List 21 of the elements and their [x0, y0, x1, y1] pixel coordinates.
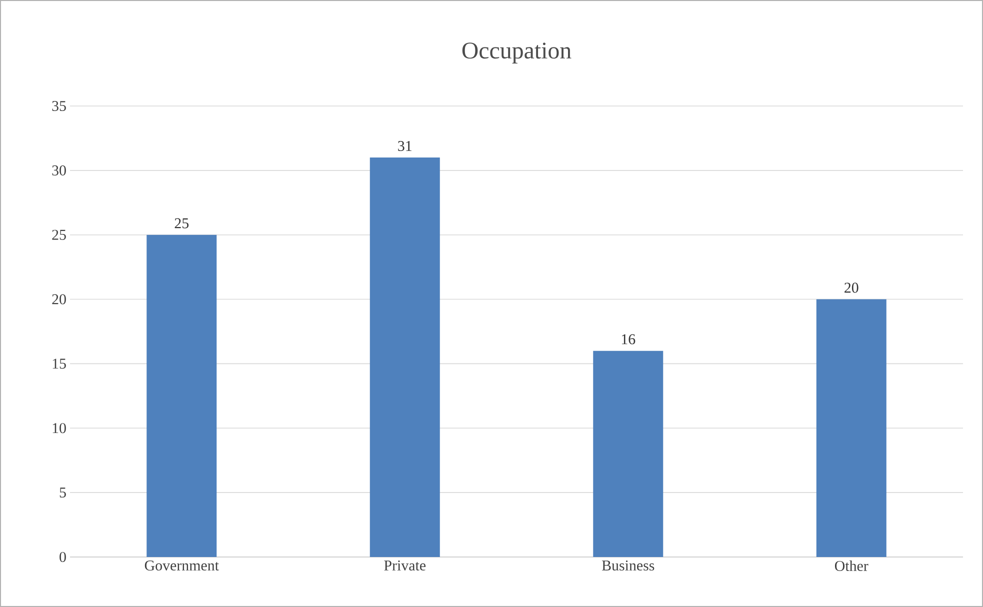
y-tick-label: 20 — [52, 294, 66, 304]
bar — [370, 158, 440, 557]
y-tick-label: 35 — [52, 100, 66, 111]
y-tick-label: 10 — [52, 423, 66, 434]
x-tick-label: Other — [834, 560, 868, 572]
y-tick-label: 30 — [52, 165, 66, 176]
data-label: 25 — [174, 218, 189, 228]
y-tick-label: 0 — [60, 552, 66, 562]
bar — [593, 350, 664, 557]
x-tick-label: Private — [384, 560, 426, 571]
data-label: 16 — [622, 334, 636, 344]
y-tick-label: 25 — [52, 230, 66, 240]
y-tick-label: 5 — [60, 488, 66, 498]
bar — [816, 299, 886, 557]
bar — [146, 234, 217, 557]
x-tick-label: Business — [602, 560, 654, 571]
y-tick-label: 15 — [52, 358, 66, 369]
data-label: 20 — [844, 282, 858, 293]
x-tick-label: Government — [144, 560, 219, 571]
data-label: 31 — [398, 140, 412, 152]
chart-title: Occupation — [462, 42, 572, 64]
